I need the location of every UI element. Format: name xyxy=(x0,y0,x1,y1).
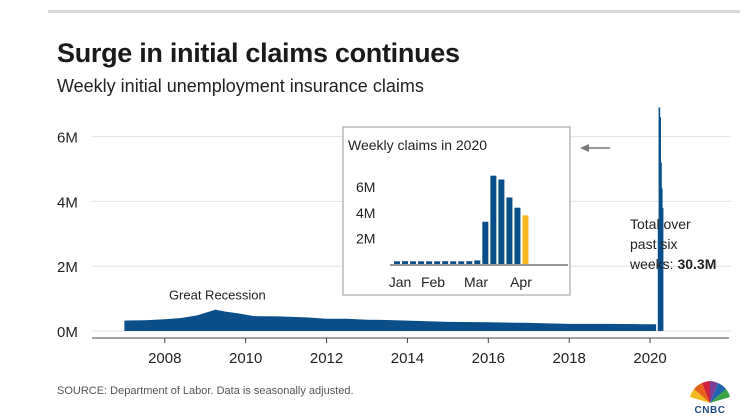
x-tick-label: 2010 xyxy=(229,350,262,367)
inset-bar xyxy=(410,261,417,264)
spike-bar xyxy=(659,117,661,331)
chart-subtitle: Weekly initial unemployment insurance cl… xyxy=(57,76,424,96)
annotation-total-lead: weeks: xyxy=(629,256,677,272)
annotation-total-bold: 30.3M xyxy=(677,256,716,272)
peacock-icon xyxy=(690,381,730,403)
x-tick-label: 2018 xyxy=(553,350,586,367)
y-tick-label: 6M xyxy=(57,130,78,147)
x-tick-label: 2014 xyxy=(391,350,424,367)
inset-y-tick-label: 4M xyxy=(356,205,375,221)
x-tick-label: 2008 xyxy=(148,350,181,367)
inset-bar xyxy=(402,261,409,264)
annotation-total-line: past six xyxy=(630,236,677,252)
inset-frame xyxy=(342,126,571,296)
annotation-great-recession: Great Recession xyxy=(169,288,266,303)
annotation-total-line: Total over xyxy=(630,216,691,232)
inset-x-tick-label: Apr xyxy=(510,274,532,290)
spike-bar xyxy=(661,207,664,331)
inset-bar xyxy=(482,221,489,264)
inset-bar xyxy=(490,175,497,264)
inset-bar xyxy=(426,261,433,264)
inset-bar xyxy=(522,215,529,264)
spike-bar xyxy=(660,162,662,331)
inset-bar xyxy=(466,261,473,264)
source-note: SOURCE: Department of Labor. Data is sea… xyxy=(57,385,354,397)
inset-y-tick-label: 6M xyxy=(356,179,375,195)
inset-y-tick-label: 2M xyxy=(356,230,375,246)
cnbc-logo: CNBC xyxy=(686,377,734,417)
claims-area xyxy=(124,309,657,331)
arrow-head-icon xyxy=(580,144,589,152)
inset-bar xyxy=(394,261,400,264)
inset-bar xyxy=(418,261,425,264)
top-rule xyxy=(48,10,740,13)
inset-x-tick-label: Jan xyxy=(389,274,412,290)
chart-title: Surge in initial claims continues xyxy=(57,38,460,68)
inset-bar xyxy=(498,179,505,264)
cnbc-logo-text: CNBC xyxy=(694,405,726,416)
inset-bar xyxy=(434,261,441,264)
inset-x-tick-label: Feb xyxy=(421,274,445,290)
y-tick-label: 2M xyxy=(57,259,78,276)
spike-bar xyxy=(658,107,661,331)
spike-bar xyxy=(660,188,663,331)
inset-bar xyxy=(474,260,481,264)
y-tick-label: 0M xyxy=(57,324,78,341)
x-tick-label: 2012 xyxy=(310,350,343,367)
x-tick-label: 2016 xyxy=(472,350,505,367)
inset-bar xyxy=(450,261,457,264)
y-tick-label: 4M xyxy=(57,194,78,211)
inset-title: Weekly claims in 2020 xyxy=(348,137,487,153)
inset-bar xyxy=(458,261,465,264)
x-tick-label: 2020 xyxy=(633,350,666,367)
inset-bar xyxy=(506,197,513,264)
inset-x-tick-label: Mar xyxy=(464,274,488,290)
inset-bar xyxy=(514,207,521,264)
annotation-total-value: weeks: 30.3M xyxy=(629,256,716,272)
spike-bar xyxy=(657,224,660,331)
inset-bar xyxy=(442,261,449,264)
